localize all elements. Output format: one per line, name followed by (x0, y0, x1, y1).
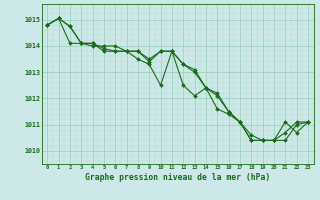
X-axis label: Graphe pression niveau de la mer (hPa): Graphe pression niveau de la mer (hPa) (85, 173, 270, 182)
